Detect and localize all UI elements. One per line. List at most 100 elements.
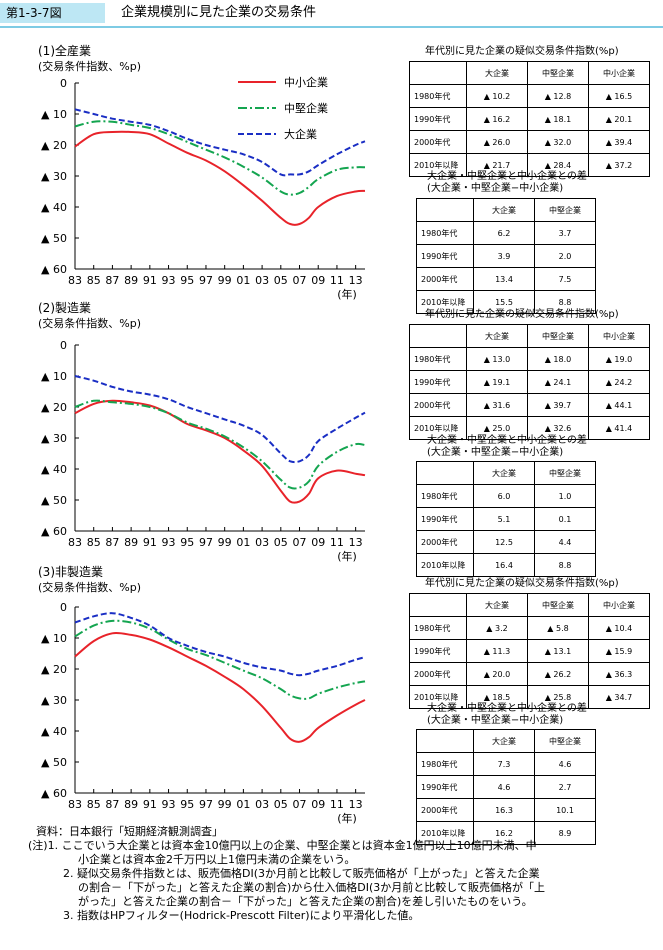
title-rule xyxy=(0,26,663,28)
series-line-large xyxy=(74,108,366,177)
table-row: 1990年代 3.9 2.0 xyxy=(416,244,596,268)
table-row-label: 2010年以降 xyxy=(416,553,474,577)
table-row: 1980年代 ▲ 10.2 ▲ 12.8 ▲ 16.5 xyxy=(409,84,650,108)
table-row: 2010年以降 16.2 8.9 xyxy=(416,821,596,845)
table-column-header: 中小企業 xyxy=(588,593,650,617)
table-cell: 16.4 xyxy=(473,553,535,577)
series-line-midsize xyxy=(74,399,366,490)
table-column-header: 中小企業 xyxy=(588,324,650,348)
table-cell: ▲ 10.4 xyxy=(588,616,650,640)
table-cell: ▲ 15.9 xyxy=(588,639,650,663)
legend-label-sme: 中小企業 xyxy=(284,75,328,89)
chart3-title: (3)非製造業 xyxy=(38,565,103,579)
y-tick-label: ▲ 10 xyxy=(41,108,67,121)
table-row: 1990年代 ▲ 16.2 ▲ 18.1 ▲ 20.1 xyxy=(409,107,650,131)
table-row: 1990年代 5.1 0.1 xyxy=(416,507,596,531)
table-row-label: 1990年代 xyxy=(416,775,474,799)
table2-diff: 大企業 中堅企業 1980年代 6.0 1.0 1990年代 5.1 0.1 2000年代 12.… xyxy=(416,461,596,577)
table-row: 2000年代 ▲ 26.0 ▲ 32.0 ▲ 39.4 xyxy=(409,130,650,154)
table-cell: 13.4 xyxy=(473,267,535,291)
table3-diff-subtitle: (大企業・中堅企業−中小企業) xyxy=(427,715,564,726)
table-corner-cell xyxy=(409,324,467,348)
table-row: 2000年代 ▲ 20.0 ▲ 26.2 ▲ 36.3 xyxy=(409,662,650,686)
x-tick-label: 83 xyxy=(68,798,82,811)
table1-diff-subtitle: (大企業・中堅企業−中小企業) xyxy=(427,183,564,194)
y-tick-label: ▲ 30 xyxy=(41,170,67,183)
table-column-header: 大企業 xyxy=(473,729,535,753)
x-tick-label: 01 xyxy=(236,274,250,287)
table-cell: ▲ 39.7 xyxy=(527,393,589,417)
table-row: 2010年以降 15.5 8.8 xyxy=(416,290,596,314)
x-tick-label: 97 xyxy=(199,798,213,811)
x-tick-label: 05 xyxy=(274,798,288,811)
chart1-ylabel: (交易条件指数、%p) xyxy=(38,60,142,73)
table-row: 1990年代 4.6 2.7 xyxy=(416,775,596,799)
x-tick-label: 11 xyxy=(330,536,344,549)
series-line-midsize xyxy=(74,120,366,196)
figure-label: 第1-3-7図 xyxy=(0,3,105,23)
x-tick-label: 05 xyxy=(274,274,288,287)
note-1a: (注)1. ここでいう大企業とは資本金10億円以上の企業、中堅企業とは資本金1億… xyxy=(28,839,537,852)
table-row-label: 2010年以降 xyxy=(416,821,474,845)
table-column-header: 大企業 xyxy=(466,593,528,617)
x-tick-label: 99 xyxy=(218,536,232,549)
table-column-header: 中小企業 xyxy=(588,61,650,85)
y-tick-label: ▲ 60 xyxy=(41,787,67,800)
legend-label-midsize: 中堅企業 xyxy=(284,101,328,115)
x-tick-label: 91 xyxy=(143,536,157,549)
x-tick-label: 97 xyxy=(199,274,213,287)
table-cell: ▲ 32.0 xyxy=(527,130,589,154)
table-column-header: 大企業 xyxy=(466,324,528,348)
table-cell: 4.4 xyxy=(534,530,596,554)
table1-index-by-decade: 大企業 中堅企業 中小企業 1980年代 ▲ 10.2 ▲ 12.8 ▲ 16.5 1990年… xyxy=(409,61,650,177)
table-column-header: 中堅企業 xyxy=(527,61,589,85)
table-cell: 7.5 xyxy=(534,267,596,291)
table-cell: ▲ 26.2 xyxy=(527,662,589,686)
table-cell: 15.5 xyxy=(473,290,535,314)
table-cell: ▲ 20.1 xyxy=(588,107,650,131)
chart2-ylabel: (交易条件指数、%p) xyxy=(38,317,142,330)
x-tick-label: 93 xyxy=(162,798,176,811)
x-tick-label: 09 xyxy=(311,274,325,287)
x-tick-label: 85 xyxy=(87,536,101,549)
x-tick-label: 03 xyxy=(255,274,269,287)
x-tick-label: 01 xyxy=(236,536,250,549)
table-cell: ▲ 5.8 xyxy=(527,616,589,640)
table-corner-cell xyxy=(416,729,474,753)
series-line-large xyxy=(74,375,366,464)
table-header-row: 大企業 中堅企業 xyxy=(416,729,596,753)
table-cell: ▲ 41.4 xyxy=(588,416,650,440)
table-cell: ▲ 28.4 xyxy=(527,153,589,177)
table-cell: 5.1 xyxy=(473,507,535,531)
x-tick-label: 83 xyxy=(68,536,82,549)
table-row-label: 2010年以降 xyxy=(409,416,467,440)
legend-label-large: 大企業 xyxy=(284,127,317,141)
table-row-label: 1980年代 xyxy=(416,752,474,776)
table-cell: 10.1 xyxy=(534,798,596,822)
table-cell: ▲ 26.0 xyxy=(466,130,528,154)
table-column-header: 大企業 xyxy=(473,461,535,485)
table-row-label: 2000年代 xyxy=(416,798,474,822)
table3-title: 年代別に見た企業の疑似交易条件指数(%p) xyxy=(425,578,619,589)
x-tick-label: 07 xyxy=(293,798,307,811)
table-corner-cell xyxy=(409,593,467,617)
table2-diff-title: 大企業・中堅企業と中小企業との差 xyxy=(427,435,587,446)
table-row-label: 2010年以降 xyxy=(409,153,467,177)
table3-index-by-decade: 大企業 中堅企業 中小企業 1980年代 ▲ 3.2 ▲ 5.8 ▲ 10.4 1990年代 ▲… xyxy=(409,593,650,709)
x-tick-label: 83 xyxy=(68,274,82,287)
table1-diff: 大企業 中堅企業 1980年代 6.2 3.7 1990年代 3.9 2.0 2000年代 13.… xyxy=(416,198,596,314)
table-row-label: 1990年代 xyxy=(409,639,467,663)
table-column-header: 中堅企業 xyxy=(527,324,589,348)
y-tick-label: ▲ 30 xyxy=(41,432,67,445)
x-tick-label: 87 xyxy=(105,274,119,287)
table-header-row: 大企業 中堅企業 xyxy=(416,461,596,485)
table-cell: ▲ 24.1 xyxy=(527,370,589,394)
figure-title: 企業規模別に見た企業の交易条件 xyxy=(121,5,317,20)
x-tick-label: 07 xyxy=(293,274,307,287)
table-row-label: 1990年代 xyxy=(416,244,474,268)
x-tick-label: 87 xyxy=(105,536,119,549)
table-row: 2000年代 13.4 7.5 xyxy=(416,267,596,291)
x-tick-label: 91 xyxy=(143,274,157,287)
note-source: 資料：日本銀行「短期経済観測調査」 xyxy=(36,825,223,838)
